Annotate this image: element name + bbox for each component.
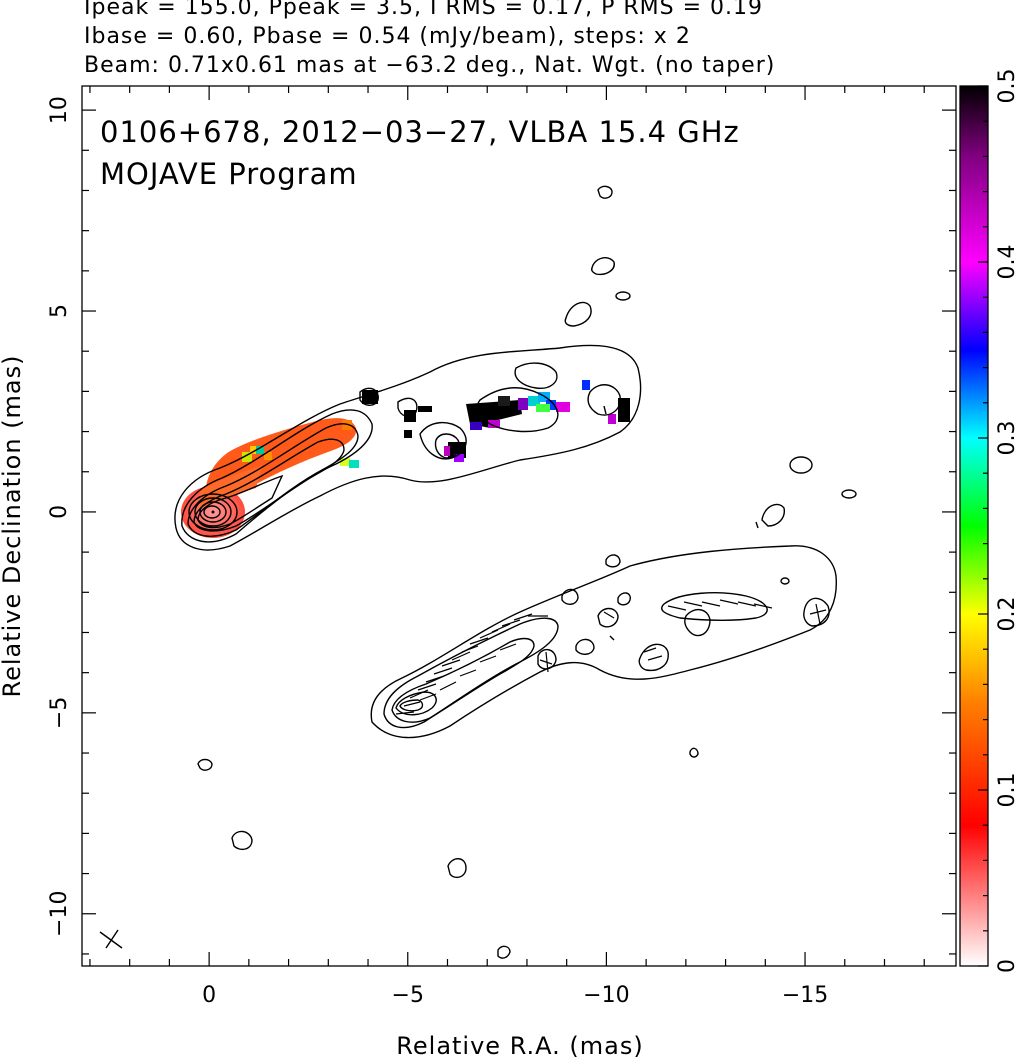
header-line-2: Ibase = 0.60, Pbase = 0.54 (mJy/beam), s…: [84, 24, 691, 49]
x-tick-label: 0: [202, 983, 216, 1008]
header-line-1: Ipeak = 155.0, Ppeak = 3.5, I RMS = 0.17…: [84, 0, 763, 20]
y-tick-label: −10: [47, 891, 72, 937]
y-axis-title: Relative Declination (mas): [0, 354, 26, 697]
y-tick-label: 10: [47, 96, 72, 124]
colorbar: [959, 85, 989, 967]
stokes-i-contours: [174, 185, 857, 959]
plot-frame: [81, 85, 957, 967]
colorbar-tick-label: 0.4: [995, 245, 1020, 280]
plot-title: 0106+678, 2012−03−27, VLBA 15.4 GHz: [100, 115, 740, 149]
polarization-colormap: [181, 380, 630, 538]
x-axis-title: Relative R.A. (mas): [396, 1032, 643, 1060]
header-line-3: Beam: 0.71x0.61 mas at −63.2 deg., Nat. …: [84, 53, 776, 78]
core-marker: [211, 510, 215, 514]
colorbar-tick-label: 0.2: [995, 597, 1020, 632]
evpa-vectors: [395, 599, 827, 715]
colorbar-tick-label: 0.1: [995, 773, 1020, 808]
x-tick-label: −10: [583, 983, 629, 1008]
y-tick-label: 0: [47, 505, 72, 519]
y-tick-label: −5: [47, 697, 72, 729]
colorbar-tick-label: 0.3: [995, 421, 1020, 456]
plot-subtitle: MOJAVE Program: [100, 157, 358, 191]
y-tick-label: 5: [47, 304, 72, 318]
x-tick-label: −15: [782, 983, 828, 1008]
x-tick-label: −5: [392, 983, 424, 1008]
beam-cross-icon: [99, 929, 123, 949]
axes: 0 −5 −10 −15 10 5 0 −5 −10 0 0.1 0.2 0.3 0.4 0.5: [47, 69, 1020, 1009]
colorbar-tick-label: 0.5: [995, 69, 1020, 104]
colorbar-tick-label: 0: [995, 959, 1020, 973]
